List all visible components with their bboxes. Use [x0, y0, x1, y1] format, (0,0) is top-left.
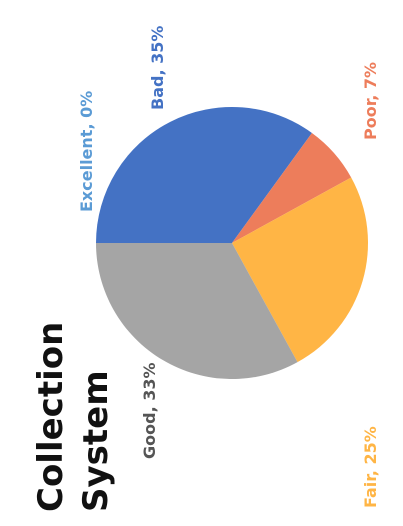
data-label-good: Good, 33% — [140, 362, 159, 459]
data-label-poor: Poor, 7% — [361, 62, 380, 140]
data-label-bad: Bad, 35% — [148, 26, 167, 110]
pie-slice-poor — [232, 132, 352, 243]
pie-slices — [96, 107, 368, 379]
data-label-excellent: Excellent, 0% — [77, 91, 96, 212]
data-label-fair: Fair, 25% — [361, 426, 380, 508]
pie-slice-fair — [232, 177, 368, 363]
pie-slice-good — [96, 243, 298, 379]
chart-title-line-2: System — [76, 370, 116, 512]
pie-slice-bad — [96, 107, 312, 244]
chart-title-line-1: Collection — [31, 322, 71, 512]
